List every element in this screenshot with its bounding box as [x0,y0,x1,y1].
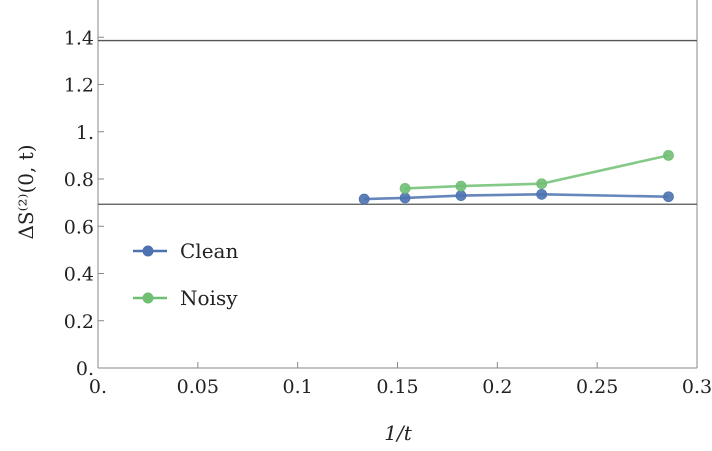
y-axis: 0. 0.2 0.4 0.6 0.8 1. 1.2 1.4 [64,27,104,380]
x-tick-label: 0.15 [376,376,418,398]
data-point-clean [663,191,674,203]
x-axis: 0. 0.05 0.1 0.15 0.2 0.25 0.3 [89,362,712,398]
x-tick-label: 0.05 [177,376,219,398]
series-line-noisy [405,154,669,190]
legend: Clean Noisy [133,239,238,310]
legend-label: Clean [180,239,238,263]
y-tick-label: 0.6 [64,216,94,238]
data-point-noisy [663,149,674,161]
legend-label: Noisy [180,286,238,310]
y-tick-label: 0.8 [64,169,94,191]
legend-item-noisy: Noisy [133,286,238,310]
x-axis-title: 1/t [384,421,412,445]
series-layer [358,149,674,205]
y-tick-label: 1.2 [64,75,94,97]
y-tick-label: 0. [76,358,94,380]
legend-swatch-marker [142,292,154,304]
data-point-noisy [455,180,467,192]
data-point-clean [536,188,548,200]
legend-item-clean: Clean [133,239,238,263]
x-tick-label: 0.1 [283,376,313,398]
data-point-clean [399,192,411,204]
y-tick-label: 0.4 [64,264,94,286]
y-tick-label: 0.2 [64,311,94,333]
plot-frame [97,0,698,369]
x-tick-label: 0.3 [682,376,712,398]
data-point-noisy [399,183,411,194]
x-tick-label: 0.25 [576,376,618,398]
y-tick-label: 1.4 [64,27,94,49]
y-tick-label: 1. [76,122,94,144]
y-axis-title: ΔS⁽²⁾(0, t) [14,144,38,239]
series-clean [358,188,674,205]
series-noisy [399,149,674,194]
data-point-clean [358,193,370,205]
x-tick-label: 0.2 [482,376,512,398]
x-tick-label: 0. [89,376,107,398]
legend-swatch-marker [142,245,154,257]
data-point-clean [455,190,467,201]
data-point-noisy [536,178,548,190]
reference-lines [98,39,697,205]
